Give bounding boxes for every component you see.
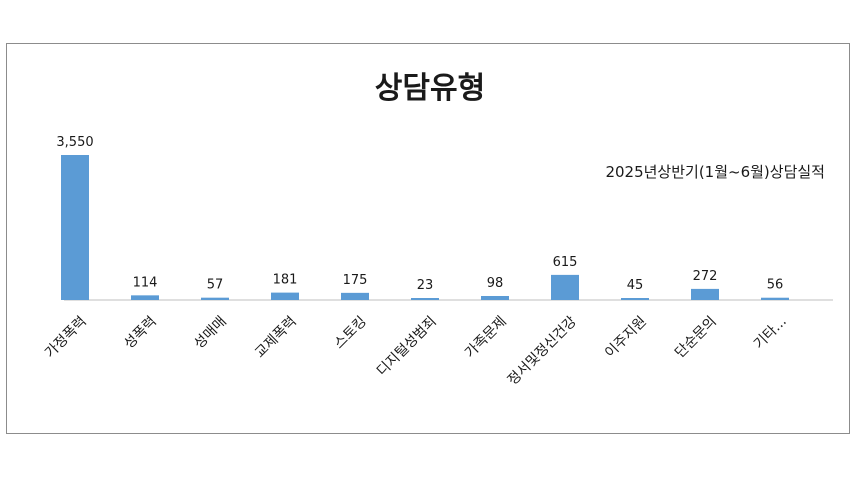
chart-title: 상담유형: [375, 71, 485, 106]
bar-10: [761, 297, 789, 300]
value-label-1: 114: [133, 275, 158, 290]
bar-8: [621, 298, 649, 300]
category-label-10: 기타...: [751, 314, 790, 353]
category-label-1: 성폭력: [121, 314, 160, 353]
value-label-7: 615: [553, 255, 578, 270]
category-label-2: 성매매: [191, 314, 230, 353]
bar-5: [411, 298, 439, 300]
value-label-2: 57: [207, 278, 224, 293]
bar-0: [61, 155, 89, 300]
category-label-4: 스토킹: [331, 314, 370, 353]
bar-chart: 상담유형 2025년상반기(1월~6월)상담실적 3,550 114 57 181 17…: [42, 71, 833, 389]
bar-3: [271, 292, 299, 300]
value-label-3: 181: [273, 273, 298, 288]
value-labels-group: 3,550 114 57 181 175 23 98 615 45 272 56: [56, 135, 783, 293]
chart-subtitle: 2025년상반기(1월~6월)상담실적: [605, 163, 825, 181]
value-label-5: 23: [417, 278, 434, 293]
category-label-0: 가정폭력: [42, 314, 90, 362]
category-label-5: 디지털성범죄: [374, 314, 440, 380]
value-label-8: 45: [627, 278, 644, 293]
value-label-10: 56: [767, 278, 784, 293]
bar-6: [481, 295, 509, 300]
category-label-8: 이주지원: [602, 314, 650, 362]
bars-group: [61, 155, 789, 300]
value-label-9: 272: [693, 269, 718, 284]
bar-7: [551, 274, 579, 300]
category-label-9: 단순문의: [672, 314, 720, 362]
bar-4: [341, 292, 369, 300]
bar-9: [691, 288, 719, 300]
bar-2: [201, 297, 229, 300]
category-label-3: 교제폭력: [252, 314, 300, 362]
value-label-0: 3,550: [56, 135, 93, 150]
chart-frame: 상담유형 2025년상반기(1월~6월)상담실적 3,550 114 57 181 17…: [6, 43, 850, 434]
value-label-4: 175: [343, 273, 368, 288]
bar-1: [131, 295, 159, 300]
category-label-6: 가족문제: [462, 314, 510, 362]
category-label-7: 정서및정신건강: [505, 313, 580, 388]
value-label-6: 98: [487, 276, 504, 291]
